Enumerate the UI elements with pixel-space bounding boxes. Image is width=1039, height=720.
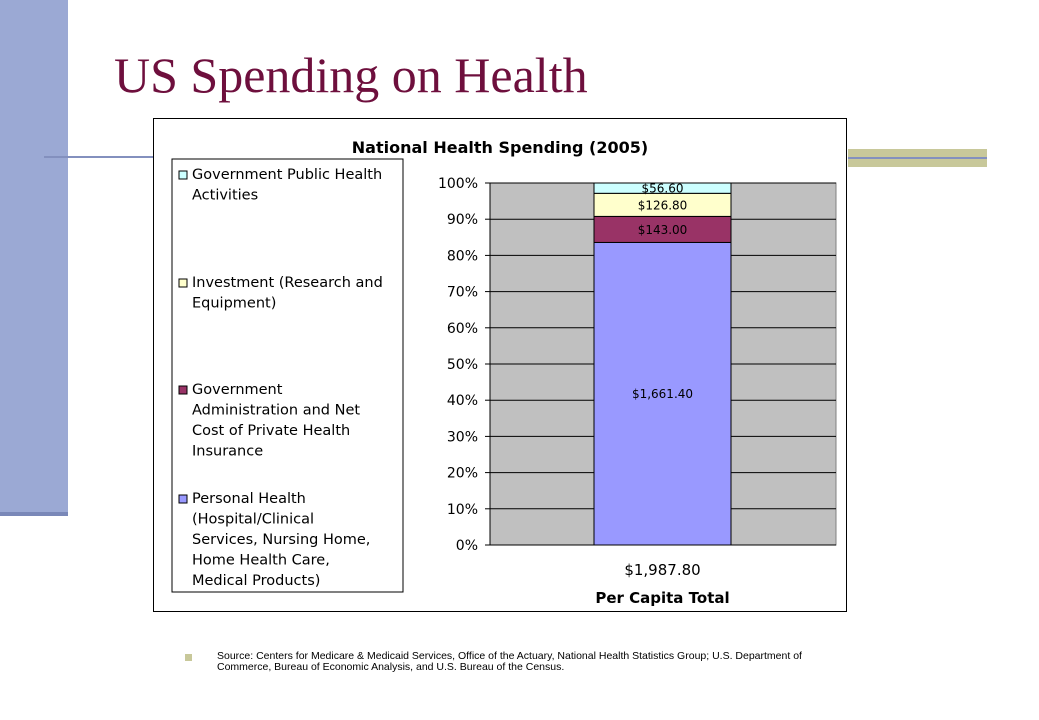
y-tick-label: 20% <box>447 466 478 482</box>
y-tick-label: 10% <box>447 502 478 518</box>
data-label: $1,661.40 <box>632 387 693 401</box>
chart-title: National Health Spending (2005) <box>352 138 648 157</box>
chart: National Health Spending (2005) 0% 10% 20% 3… <box>171 138 837 607</box>
source-note: Source: Centers for Medicare & Medicaid … <box>217 650 802 673</box>
y-tick-label: 80% <box>447 248 478 264</box>
title-rule-right <box>848 157 987 159</box>
legend-box <box>171 158 404 593</box>
bar-segment <box>593 182 732 194</box>
legend-swatch <box>178 494 188 504</box>
legend-label: Investment (Research and Equipment) <box>192 275 383 312</box>
chart-frame: National Health Spending (2005) 0% 10% 20% 3… <box>153 118 847 612</box>
x-axis-title: Per Capita Total <box>595 589 729 607</box>
legend-label: Personal Health (Hospital/Clinical Service… <box>192 491 370 589</box>
y-tick-label: 50% <box>447 357 478 373</box>
y-tick-label: 0% <box>456 538 478 554</box>
y-tick-label: 40% <box>447 393 478 409</box>
legend-swatch <box>178 385 188 395</box>
y-tick-label: 60% <box>447 321 478 337</box>
decorative-side-bar <box>0 0 68 516</box>
legend-swatch <box>178 278 188 288</box>
legend-label: Government Public Health Activities <box>192 167 382 204</box>
legend-swatch <box>178 170 188 180</box>
bar-segment <box>593 215 732 243</box>
data-label: $56.60 <box>642 182 684 196</box>
title-rule-left <box>44 156 156 158</box>
source-bullet <box>185 654 192 661</box>
legend-label: Government Administration and Net Cost of … <box>192 382 360 460</box>
slide-title: US Spending on Health <box>114 47 588 103</box>
x-category-label: $1,987.80 <box>624 561 700 579</box>
y-tick-label: 30% <box>447 429 478 445</box>
y-tick-label: 90% <box>447 212 478 228</box>
data-label: $143.00 <box>638 223 688 237</box>
bar-segment <box>593 241 732 546</box>
y-tick-label: 100% <box>438 176 478 192</box>
data-label: $126.80 <box>638 198 688 212</box>
y-tick-label: 70% <box>447 285 478 301</box>
